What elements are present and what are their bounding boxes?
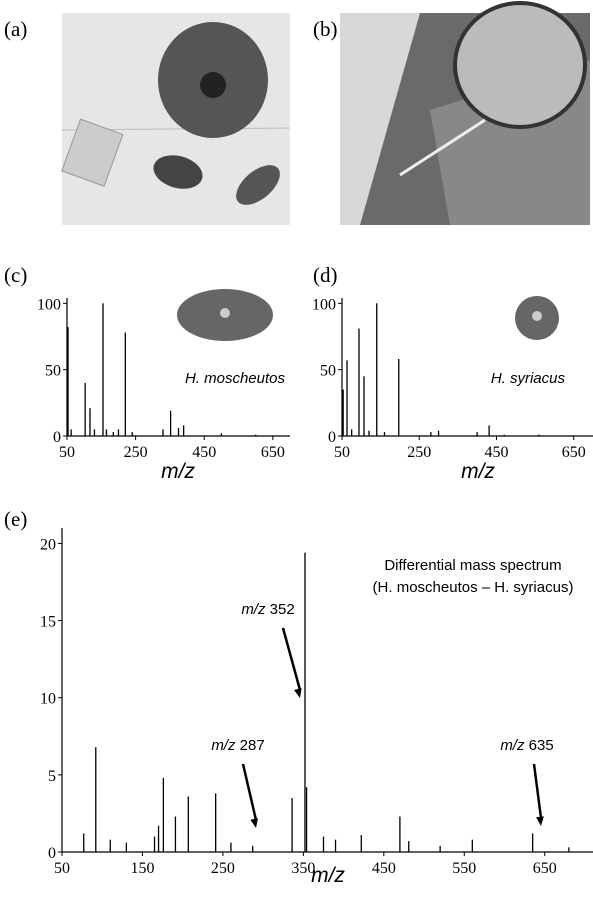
x-tick-label: 250 xyxy=(124,444,148,461)
photo-detail xyxy=(399,118,486,177)
photo-detail xyxy=(340,13,420,225)
panel-label: (e) xyxy=(4,507,27,531)
photo-blade xyxy=(61,118,124,187)
arrow xyxy=(532,763,543,819)
y-tick-label: 50 xyxy=(320,363,336,380)
y-tick-label: 5 xyxy=(48,768,56,785)
species-image-center xyxy=(220,308,230,318)
x-tick-label: 150 xyxy=(130,860,154,877)
axis-label: m/z xyxy=(461,460,495,483)
photo-detail xyxy=(453,1,587,129)
panel-label: (c) xyxy=(4,263,27,287)
axis-label: m/z xyxy=(161,460,195,483)
panel-label: (b) xyxy=(313,17,338,41)
species-label: H. moscheutos xyxy=(185,370,286,387)
x-tick-label: 250 xyxy=(407,444,431,461)
x-tick-label: 50 xyxy=(334,444,350,461)
panel-label: (a) xyxy=(4,17,27,41)
x-tick-label: 650 xyxy=(261,444,285,461)
y-tick-label: 0 xyxy=(48,845,56,862)
y-tick-label: 0 xyxy=(53,429,61,446)
photo-detail xyxy=(200,72,226,98)
x-tick-label: 350 xyxy=(291,860,315,877)
x-tick-label: 250 xyxy=(211,860,235,877)
y-tick-label: 15 xyxy=(40,614,56,631)
axis-label: m/z xyxy=(311,864,345,887)
species-image-center xyxy=(532,311,542,321)
arrow-label: m/z 635 xyxy=(500,737,553,754)
y-tick-label: 50 xyxy=(45,363,61,380)
y-tick-label: 20 xyxy=(40,536,56,553)
y-tick-label: 10 xyxy=(40,691,56,708)
photo-petal xyxy=(153,155,203,189)
x-tick-label: 450 xyxy=(372,860,396,877)
x-tick-label: 450 xyxy=(192,444,216,461)
x-tick-label: 50 xyxy=(59,444,75,461)
x-tick-label: 50 xyxy=(54,860,70,877)
y-tick-label: 100 xyxy=(312,296,336,313)
annotation: (H. moscheutos – H. syriacus) xyxy=(373,579,574,596)
annotation: Differential mass spectrum xyxy=(384,557,561,574)
arrow-head xyxy=(536,816,544,826)
arrow xyxy=(281,627,302,691)
arrow-label: m/z 287 xyxy=(211,737,264,754)
arrow xyxy=(241,763,258,821)
y-tick-label: 0 xyxy=(328,429,336,446)
arrow-head xyxy=(250,818,258,828)
arrow-label: m/z 352 xyxy=(241,601,294,618)
x-tick-label: 550 xyxy=(452,860,476,877)
panel-label: (d) xyxy=(313,263,338,287)
arrow-head xyxy=(294,688,302,698)
y-tick-label: 100 xyxy=(37,296,61,313)
x-tick-label: 650 xyxy=(562,444,586,461)
species-label: H. syriacus xyxy=(491,370,566,387)
x-tick-label: 450 xyxy=(484,444,508,461)
x-tick-label: 650 xyxy=(533,860,557,877)
photo-petal xyxy=(236,165,280,205)
